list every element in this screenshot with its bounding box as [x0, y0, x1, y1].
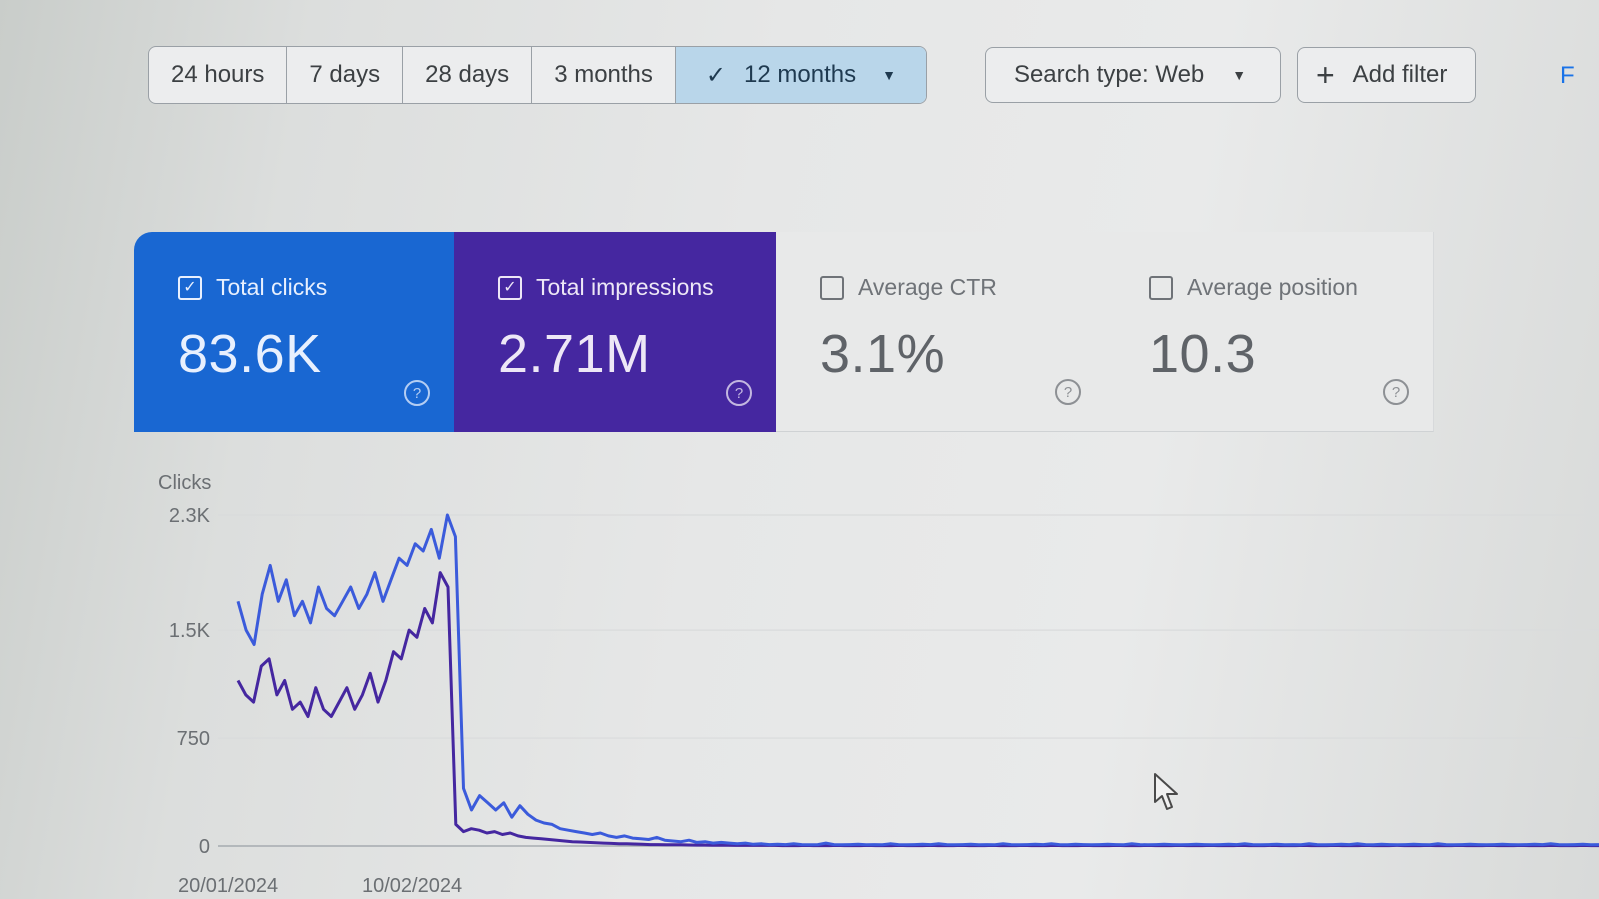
check-icon: ✓: [705, 61, 727, 89]
y-tick-label: 0: [199, 836, 210, 858]
help-icon[interactable]: ?: [404, 380, 430, 406]
metric-value: 83.6K: [178, 324, 322, 384]
range-3-months-button[interactable]: 3 months: [532, 47, 676, 103]
clipped-edge-button[interactable]: F: [1560, 62, 1575, 89]
help-icon[interactable]: ?: [1055, 379, 1081, 405]
metric-label: Total clicks: [216, 274, 328, 300]
metric-card-average-ctr[interactable]: Average CTR 3.1% ?: [776, 232, 1105, 432]
range-label: 3 months: [554, 61, 653, 88]
range-label: 12 months: [744, 61, 857, 88]
metric-card-total-impressions[interactable]: ✓ Total impressions 2.71M ?: [454, 232, 776, 432]
caret-down-icon[interactable]: ▼: [882, 67, 896, 83]
metric-card-total-clicks[interactable]: ✓ Total clicks 83.6K ?: [134, 232, 454, 432]
range-28-days-button[interactable]: 28 days: [403, 47, 533, 103]
y-tick-label: 1.5K: [169, 620, 211, 642]
range-7-days-button[interactable]: 7 days: [287, 47, 404, 103]
filter-toolbar: 24 hours 7 days 28 days 3 months ✓ 12 mo…: [148, 46, 1477, 104]
checkbox-checked-icon[interactable]: ✓: [178, 275, 202, 300]
x-tick-label: 20/01/2024: [178, 875, 278, 897]
metric-value: 2.71M: [498, 324, 651, 384]
metric-card-average-position[interactable]: Average position 10.3 ?: [1105, 232, 1434, 432]
mouse-pointer-icon: [1154, 773, 1178, 810]
range-12-months-button[interactable]: ✓ 12 months ▼: [675, 47, 926, 103]
metric-label: Average CTR: [858, 274, 997, 300]
range-label: 28 days: [425, 61, 510, 88]
date-range-selector: 24 hours 7 days 28 days 3 months ✓ 12 mo…: [148, 46, 927, 104]
series-line[interactable]: [236, 571, 1599, 848]
y-tick-label: 2.3K: [169, 505, 211, 527]
range-label: 7 days: [309, 61, 381, 88]
range-24-hours-button[interactable]: 24 hours: [149, 47, 288, 103]
help-icon[interactable]: ?: [1383, 379, 1409, 405]
help-icon[interactable]: ?: [726, 380, 752, 406]
x-tick-label: 10/02/2024: [362, 875, 462, 897]
metric-value: 3.1%: [820, 324, 946, 384]
series-line[interactable]: [236, 513, 1599, 847]
search-type-label: Search type: Web: [1013, 61, 1205, 88]
search-type-dropdown[interactable]: Search type: Web ▼: [984, 47, 1281, 103]
metric-label: Total impressions: [536, 274, 714, 300]
caret-down-icon: ▼: [1232, 67, 1247, 83]
checkbox-unchecked-icon[interactable]: [1149, 275, 1173, 300]
checkbox-unchecked-icon[interactable]: [820, 275, 844, 300]
plus-icon: +: [1315, 57, 1335, 93]
range-label: 24 hours: [171, 61, 265, 88]
y-axis-title: Clicks: [158, 472, 212, 494]
performance-line-chart[interactable]: 2.3K 1.5K 750 0 20/01/2024 10/02/2024: [0, 432, 1599, 899]
y-tick-label: 750: [177, 728, 210, 750]
checkbox-checked-icon[interactable]: ✓: [498, 275, 522, 300]
metric-label: Average position: [1187, 274, 1358, 300]
add-filter-button[interactable]: + Add filter: [1296, 47, 1477, 103]
metric-cards: ✓ Total clicks 83.6K ? ✓ Total impressio…: [134, 232, 1434, 432]
metric-value: 10.3: [1149, 324, 1257, 384]
add-filter-label: Add filter: [1352, 61, 1448, 88]
